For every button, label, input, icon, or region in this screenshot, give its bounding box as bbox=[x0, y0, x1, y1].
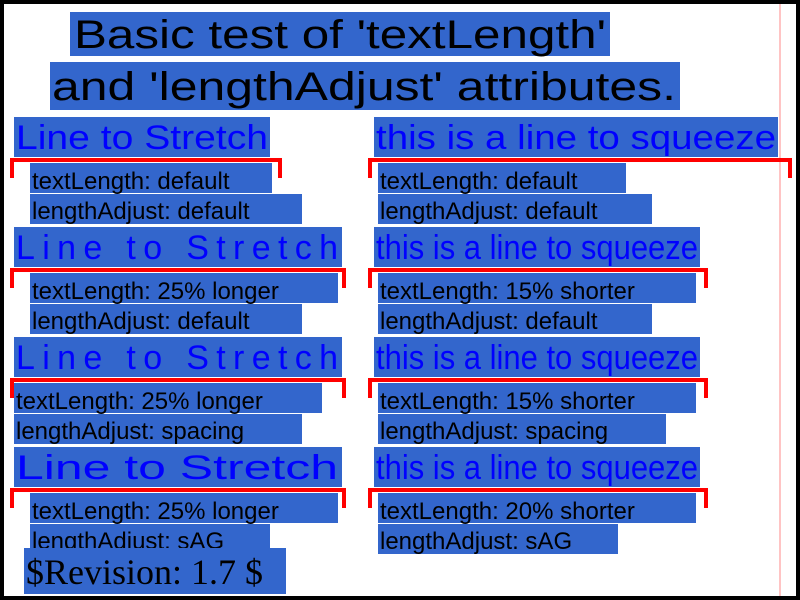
textlength-label: textLength: default bbox=[32, 168, 230, 195]
test-stretch-longer-spacing: Line to Stretch textLength: 25% longer l… bbox=[10, 337, 346, 445]
test-squeeze-default: this is a line to squeeze textLength: de… bbox=[368, 117, 792, 225]
test-text: Line to Stretch bbox=[16, 339, 338, 377]
bracket bbox=[10, 378, 346, 398]
test-squeeze-shorter-spacing: this is a line to squeeze textLength: 15… bbox=[368, 337, 708, 445]
label-highlight bbox=[378, 493, 696, 523]
label-highlight bbox=[30, 493, 338, 523]
label-highlight bbox=[378, 163, 626, 193]
revision-label: $Revision: 1.7 $ bbox=[26, 552, 263, 592]
bracket bbox=[10, 268, 346, 288]
test-text-highlight bbox=[14, 447, 342, 487]
test-stretch-default: Line to Stretch textLength: default leng… bbox=[10, 117, 302, 225]
title-line2-highlight bbox=[50, 62, 680, 110]
textlength-label: textLength: 20% shorter bbox=[380, 498, 635, 525]
bracket bbox=[368, 158, 792, 178]
test-text: this is a line to squeeze bbox=[376, 339, 698, 377]
test-text-highlight bbox=[14, 227, 342, 267]
label-highlight bbox=[378, 524, 618, 554]
lengthadjust-label: lengthAdjust: default bbox=[32, 308, 250, 335]
test-text: Line to Stretch bbox=[16, 119, 268, 157]
label-highlight bbox=[378, 383, 696, 413]
textlength-label: textLength: 25% longer bbox=[16, 388, 263, 415]
test-text: this is a line to squeeze bbox=[376, 229, 698, 267]
title-line2: and 'lengthAdjust' attributes. bbox=[52, 65, 676, 109]
label-highlight bbox=[378, 273, 696, 303]
lengthadjust-label: lengthAdjust: sAG bbox=[380, 528, 572, 555]
bracket bbox=[10, 488, 346, 508]
label-highlight bbox=[30, 304, 302, 334]
test-text: this is a line to squeeze bbox=[376, 119, 776, 157]
lengthadjust-label: lengthAdjust: spacing bbox=[380, 418, 608, 445]
label-highlight bbox=[378, 304, 652, 334]
label-highlight bbox=[30, 194, 302, 224]
test-text-highlight bbox=[374, 227, 700, 267]
title-line1: Basic test of 'textLength' bbox=[74, 13, 606, 57]
lengthadjust-label: lengthAdjust: default bbox=[32, 198, 250, 225]
test-text: this is a line to squeeze bbox=[376, 449, 698, 487]
lengthadjust-label: lengthAdjust: default bbox=[380, 198, 598, 225]
lengthadjust-label: lengthAdjust: default bbox=[380, 308, 598, 335]
revision-highlight bbox=[24, 548, 286, 594]
test-text-highlight bbox=[14, 117, 270, 157]
label-highlight bbox=[14, 383, 322, 413]
test-stretch-longer-sag: Line to Stretch textLength: 25% longer l… bbox=[10, 447, 346, 555]
test-squeeze-shorter-default: this is a line to squeeze textLength: 15… bbox=[368, 227, 708, 335]
bracket bbox=[368, 378, 708, 398]
bracket bbox=[368, 488, 708, 508]
test-squeeze-shorter-sag: this is a line to squeeze textLength: 20… bbox=[368, 447, 708, 555]
test-stretch-longer-default: Line to Stretch textLength: 25% longer l… bbox=[10, 227, 346, 335]
textlength-label: textLength: 15% shorter bbox=[380, 278, 635, 305]
test-text-highlight bbox=[14, 337, 342, 377]
test-text-highlight bbox=[374, 337, 700, 377]
test-text: Line to Stretch bbox=[16, 229, 338, 267]
test-text-highlight bbox=[374, 447, 700, 487]
textlength-label: textLength: default bbox=[380, 168, 578, 195]
textlength-label: textLength: 15% shorter bbox=[380, 388, 635, 415]
lengthadjust-label: lengthAdjust: spacing bbox=[16, 418, 244, 445]
label-highlight bbox=[378, 194, 652, 224]
label-highlight bbox=[30, 273, 338, 303]
bracket bbox=[10, 158, 282, 178]
title-line1-highlight bbox=[70, 12, 610, 56]
bracket bbox=[368, 268, 708, 288]
test-text-highlight bbox=[374, 117, 778, 157]
label-highlight bbox=[378, 414, 666, 444]
textlength-label: textLength: 25% longer bbox=[32, 498, 279, 525]
label-highlight bbox=[30, 163, 272, 193]
textlength-label: textLength: 25% longer bbox=[32, 278, 279, 305]
test-text: Line to Stretch bbox=[16, 449, 338, 487]
label-highlight bbox=[14, 414, 302, 444]
